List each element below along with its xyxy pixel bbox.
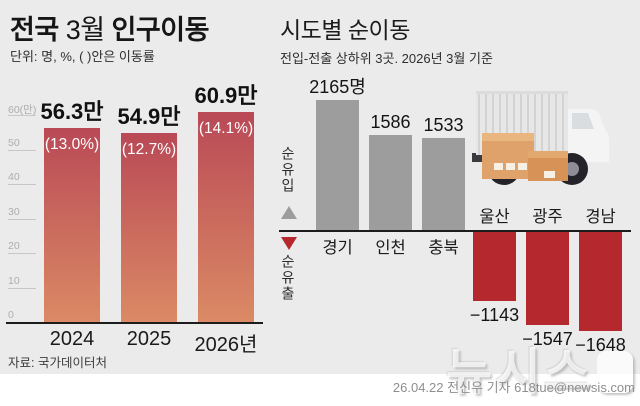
right-chart-zero-axis bbox=[279, 230, 631, 232]
value-label-2026년: 60.9만 bbox=[194, 83, 258, 108]
net-inflow-label: 순유입 bbox=[280, 146, 296, 194]
y-axis-tick bbox=[8, 218, 36, 220]
moving-truck-illustration bbox=[472, 91, 609, 185]
value-label-2024: 56.3만 bbox=[40, 99, 104, 124]
category-label-2026년: 2026년 bbox=[194, 334, 258, 356]
rate-label-2025: (12.7%) bbox=[121, 141, 177, 158]
y-axis-tick-label: 20 bbox=[8, 240, 20, 252]
value-label-인천: 1586 bbox=[370, 112, 411, 132]
y-axis-tick-label: 0 bbox=[8, 309, 14, 321]
title-part-regular: 3월 bbox=[58, 15, 112, 45]
category-label-울산: 울산 bbox=[479, 208, 510, 226]
y-axis-tick bbox=[8, 287, 36, 289]
y-axis-tick bbox=[8, 149, 36, 151]
net-outflow-label: 순유출 bbox=[280, 254, 296, 302]
value-label-울산: −1143 bbox=[469, 305, 520, 325]
y-axis-tick-label: 60(만) bbox=[8, 104, 37, 116]
title-part-bold: 인구이동 bbox=[111, 15, 210, 45]
bar-경기 bbox=[316, 100, 359, 230]
newsis-watermark: 뉴시스 bbox=[446, 332, 633, 404]
left-chart-title: 전국 3월 인구이동 bbox=[10, 8, 209, 47]
left-chart-x-axis bbox=[6, 322, 263, 324]
data-source-note: 자료: 국가데이터처 bbox=[8, 356, 107, 370]
value-label-경기: 2165명 bbox=[309, 77, 366, 97]
title-part-bold: 전국 bbox=[10, 15, 59, 45]
right-chart-title: 시도별 순이동 bbox=[280, 17, 410, 43]
bar-충북 bbox=[422, 138, 465, 230]
bar-인천 bbox=[369, 135, 412, 230]
bar-광주 bbox=[526, 232, 569, 325]
rate-label-2026년: (14.1%) bbox=[198, 120, 254, 137]
category-label-인천: 인천 bbox=[375, 239, 406, 257]
outflow-down-triangle-icon bbox=[281, 237, 297, 250]
watermark-text: 뉴시스 bbox=[446, 344, 593, 400]
category-label-광주: 광주 bbox=[532, 208, 563, 226]
bar-2024 bbox=[44, 128, 100, 322]
value-label-경남: −1648 bbox=[575, 335, 626, 355]
y-axis-tick bbox=[8, 115, 36, 116]
bar-2025 bbox=[121, 133, 177, 322]
y-axis-tick-label: 30 bbox=[8, 205, 20, 218]
value-label-광주: −1547 bbox=[522, 329, 573, 349]
y-axis-tick-label: 50 bbox=[8, 136, 20, 149]
truck-window bbox=[572, 113, 594, 129]
bar-울산 bbox=[473, 232, 516, 301]
y-axis-tick bbox=[8, 253, 36, 254]
left-chart-subtitle: 단위: 명, %, ( )안은 이동률 bbox=[10, 49, 155, 64]
value-label-2025: 54.9만 bbox=[117, 104, 181, 129]
rate-label-2024: (13.0%) bbox=[44, 136, 100, 153]
y-axis-tick-label: 40 bbox=[8, 171, 20, 183]
category-label-경기: 경기 bbox=[322, 239, 353, 257]
y-axis-tick bbox=[8, 184, 36, 185]
newsis-logo-mark-icon bbox=[597, 351, 633, 393]
category-label-2024: 2024 bbox=[49, 328, 95, 350]
category-label-경남: 경남 bbox=[585, 208, 616, 226]
value-label-충북: 1533 bbox=[423, 115, 464, 135]
bar-2026년 bbox=[198, 112, 254, 322]
category-label-충북: 충북 bbox=[428, 239, 459, 257]
bar-경남 bbox=[579, 232, 622, 331]
y-axis-tick-label: 10 bbox=[8, 274, 20, 287]
reporter-credit: 26.04.22 전신우 기자 618tue@newsis.com bbox=[392, 380, 635, 395]
inflow-up-triangle-icon bbox=[281, 206, 297, 219]
category-label-2025: 2025 bbox=[126, 328, 172, 350]
right-chart-subtitle: 전입-전출 상하위 3곳. 2026년 3월 기준 bbox=[280, 51, 493, 66]
